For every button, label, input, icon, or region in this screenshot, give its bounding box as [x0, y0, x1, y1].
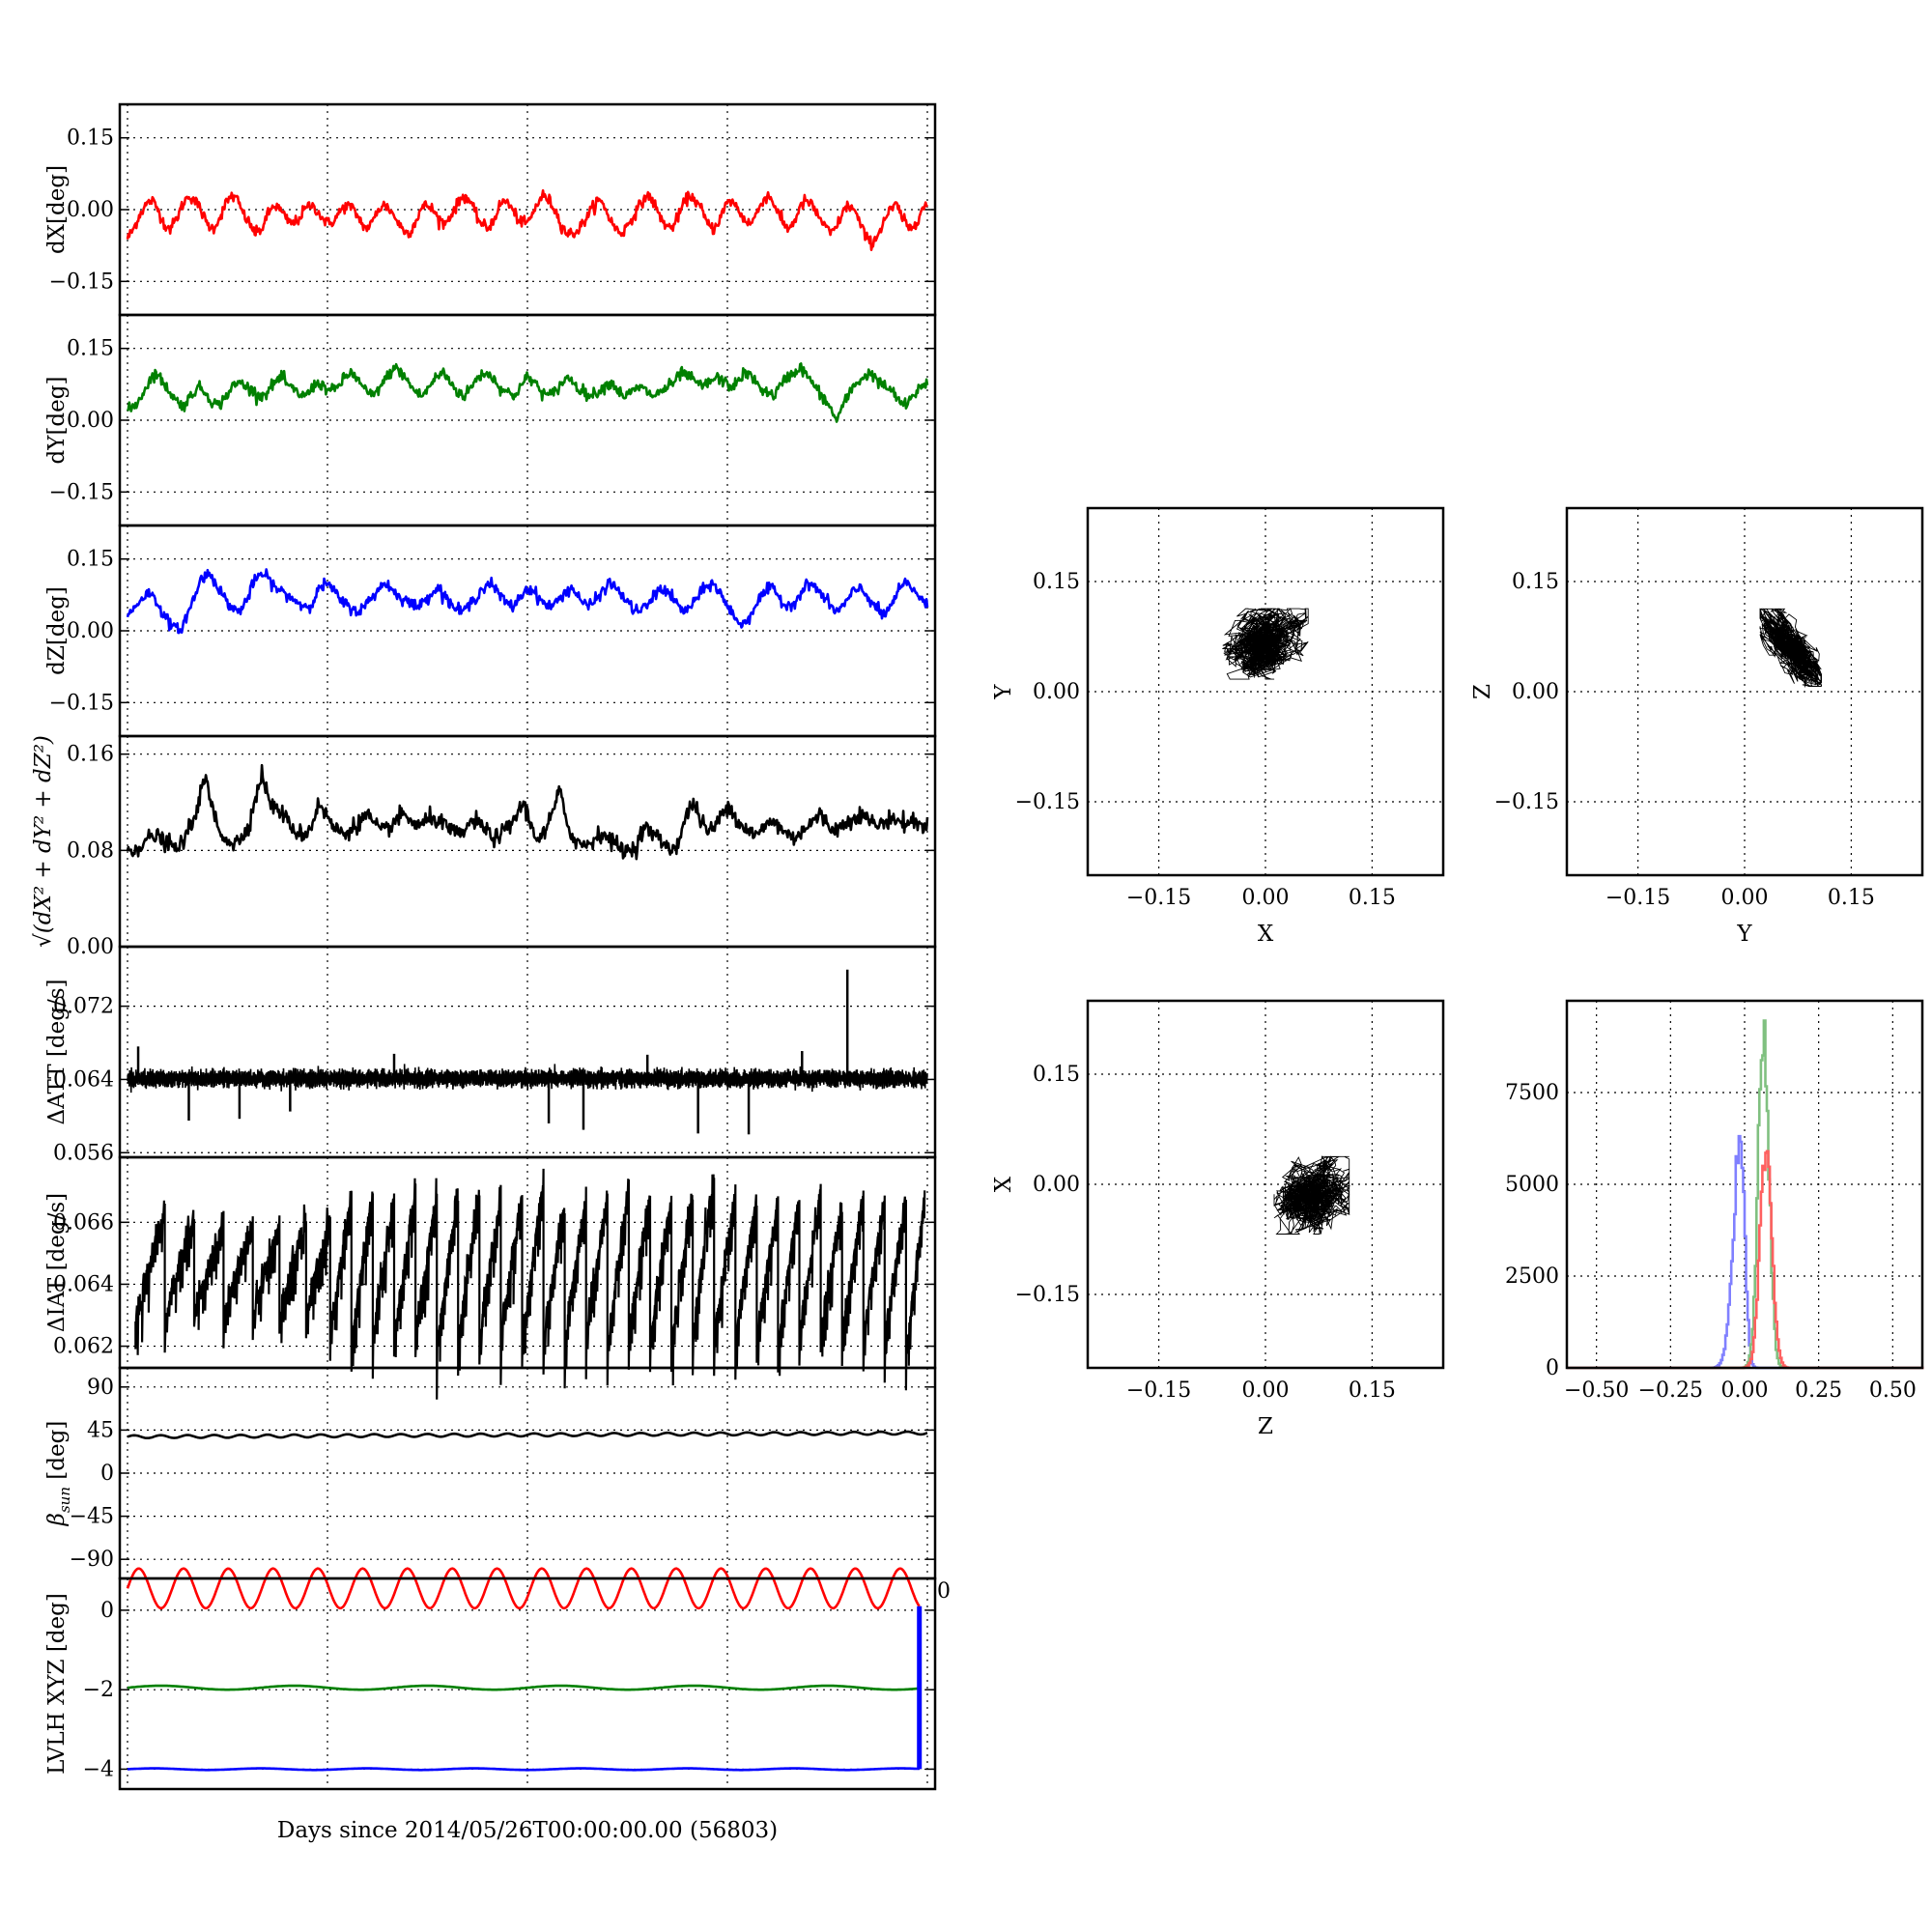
tick-label: 90 [87, 1376, 114, 1400]
tick-label: 0.15 [1349, 1378, 1396, 1403]
y-axis-label: ΔIAT [deg/s] [44, 1193, 70, 1332]
y-axis-label: dY[deg] [44, 377, 70, 465]
tick-label: 0.15 [1033, 1063, 1080, 1087]
tick-label: −0.15 [1126, 1378, 1191, 1403]
tick-label: 0.50 [1869, 1378, 1917, 1403]
axis-frame [118, 1577, 937, 1791]
y-axis-label: √(dX² + dY² + dZ²) [31, 735, 56, 948]
tick-label: 0.15 [67, 127, 114, 151]
tick-label: 7500 [1505, 1081, 1559, 1105]
tick-label: 0 [937, 1579, 951, 1604]
tick-label: 0 [100, 1462, 114, 1486]
axis-frame [1565, 506, 1924, 877]
tick-label: −0.15 [1015, 1283, 1080, 1307]
tick-label: −0.15 [1126, 886, 1191, 910]
tick-label: 0.064 [53, 1067, 114, 1092]
tick-label: 0.08 [67, 838, 114, 863]
tick-label: 0.25 [1795, 1378, 1842, 1403]
series-line [128, 1767, 920, 1772]
panel-dmag: 0.16 0.08 0.00 √(dX² + dY² + dZ²) [31, 734, 937, 959]
series-line [126, 1567, 921, 1610]
tick-label: 0.15 [1828, 886, 1875, 910]
tick-label: 0.00 [67, 409, 114, 433]
tick-label: −0.15 [49, 480, 114, 504]
tick-label: −45 [70, 1505, 114, 1529]
panel-diat: 0.066 0.064 0.062 ΔIAT [deg/s] [44, 1155, 937, 1400]
tick-label: 0.064 [53, 1272, 114, 1296]
tick-label: 2500 [1505, 1264, 1559, 1289]
panel-scatter_yz: −0.15 −0.15 0.00 0.00 0.15 0.15 Y Z [1470, 506, 1924, 947]
series-line [127, 1430, 928, 1439]
tick-label: 0.00 [1512, 680, 1559, 704]
y-axis-label: dX[deg] [44, 165, 70, 254]
series-line [126, 362, 929, 423]
tick-label: 0.072 [53, 995, 114, 1019]
x-axis-label: Days since 2014/05/26T00:00:00.00 (56803… [277, 1818, 778, 1843]
y-axis-label: Y [991, 684, 1016, 700]
tick-label: 0.15 [1349, 886, 1396, 910]
tick-label: 5000 [1505, 1173, 1559, 1197]
tick-label: −0.15 [1605, 886, 1670, 910]
y-axis-label: dZ[deg] [44, 586, 70, 675]
panel-beta: 90 45 0 −45 −90 βsun [deg] [44, 1366, 937, 1580]
tick-label: 0 [1546, 1356, 1559, 1380]
tick-label: 45 [87, 1418, 114, 1442]
tick-label: −0.15 [1494, 790, 1559, 814]
tick-label: 0.15 [67, 548, 114, 572]
tick-label: 0.00 [1242, 1378, 1290, 1403]
tick-label: 0.00 [1033, 1173, 1080, 1197]
series-line [127, 1684, 920, 1691]
series-line [127, 1064, 928, 1094]
panel-datt: 0.072 0.064 0.056 ΔATT [deg/s] [44, 945, 937, 1165]
y-axis-label: √(dX² + dY² + dZ²) [31, 735, 56, 948]
tick-label: 0.00 [67, 619, 114, 643]
y-axis-label: βsun [deg] [44, 1421, 73, 1527]
tick-label: 0 [100, 1599, 114, 1623]
axis-frame [1565, 999, 1924, 1370]
y-axis-label: X [991, 1176, 1016, 1192]
scatter-trace [1222, 608, 1309, 680]
panel-histogram: −0.50 −0.25 0.00 0.25 0.50 0 2500 5000 7500 [1505, 999, 1924, 1403]
tick-label: −0.15 [1015, 790, 1080, 814]
tick-label: 0.00 [1721, 886, 1769, 910]
tick-label: 0.00 [1721, 1378, 1769, 1403]
panel-scatter_zx: −0.15 −0.15 0.00 0.00 0.15 0.15 Z X [991, 999, 1445, 1439]
tick-label: −0.15 [49, 691, 114, 715]
axis-frame [1086, 999, 1445, 1370]
panel-dx: 0.15 0.00 −0.15 dX[deg] [44, 102, 937, 317]
series-line [126, 763, 929, 861]
tick-label: −0.25 [1638, 1378, 1703, 1403]
tick-label: −4 [83, 1757, 114, 1781]
tick-label: −0.15 [49, 270, 114, 294]
tick-label: −90 [70, 1548, 114, 1572]
series-line [134, 1168, 926, 1400]
tick-label: 0.062 [53, 1335, 114, 1359]
panel-scatter_xy: −0.15 −0.15 0.00 0.00 0.15 0.15 X Y [991, 506, 1445, 947]
series-line [126, 188, 929, 252]
tick-label: 0.00 [67, 935, 114, 959]
tick-label: 0.00 [67, 198, 114, 222]
tick-label: −0.50 [1564, 1378, 1629, 1403]
y-axis-label: LVLH XYZ [deg] [44, 1593, 70, 1775]
tick-label: 0.15 [1033, 570, 1080, 594]
series-line [126, 568, 929, 635]
tick-label: 0.066 [53, 1210, 114, 1235]
tick-label: 0.056 [53, 1141, 114, 1165]
tick-label: 0.00 [1242, 886, 1290, 910]
panel-lvlh: 0 −2 −4 0 Days since 2014/05/26T00:00:00.00 … [44, 1567, 951, 1843]
tick-label: 0.15 [67, 337, 114, 361]
x-axis-label: X [1258, 922, 1274, 947]
y-axis-label: ΔATT [deg/s] [44, 980, 70, 1125]
y-axis-label: Z [1470, 684, 1495, 699]
tick-label: −2 [83, 1678, 114, 1702]
x-axis-label: Z [1258, 1414, 1273, 1439]
tick-label: 0.16 [67, 743, 114, 767]
tick-label: 0.00 [1033, 680, 1080, 704]
x-axis-label: Y [1736, 922, 1752, 947]
scatter-trace [1273, 1155, 1351, 1235]
scatter-trace [1759, 608, 1823, 689]
axis-frame [1086, 506, 1445, 877]
tick-label: 0.15 [1512, 570, 1559, 594]
